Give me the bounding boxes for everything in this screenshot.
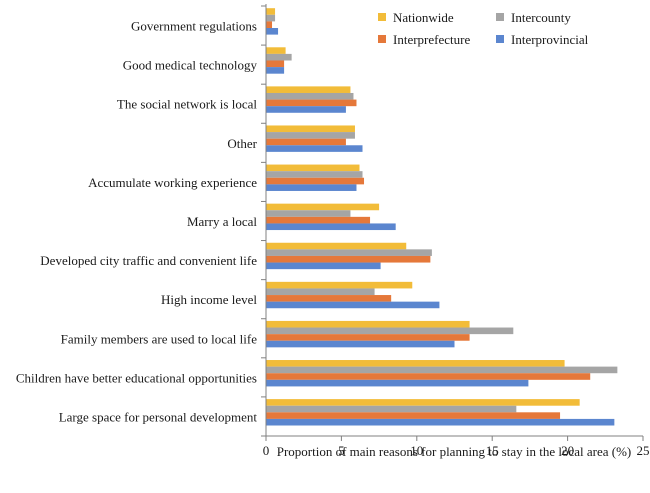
x-axis-title: Proportion of main reasons for planning … [277,444,632,459]
bar-interprovincial-6 [266,184,357,191]
bar-interprefecture-0 [266,412,561,419]
bar-intercounty-0 [266,405,517,413]
bar-interprovincial-3 [266,301,440,309]
legend-swatch-nationwide [378,13,386,21]
legend-swatch-intercounty [496,13,504,21]
bar-intercounty-6 [266,171,363,178]
x-tick-label: 15 [486,443,499,458]
bar-nationwide-2 [266,320,470,328]
bar-nationwide-8 [266,86,351,93]
bar-intercounty-7 [266,132,355,139]
category-label: Marry a local [187,214,257,229]
bar-intercounty-4 [266,249,432,256]
axes-layer: 0 5 10 15 20 25 [261,4,650,458]
category-label: Other [227,136,257,151]
x-tick-label: 0 [263,443,270,458]
bar-interprovincial-1 [266,379,529,387]
category-label: Government regulations [131,19,257,34]
bar-interprovincial-10 [266,28,279,35]
bar-interprovincial-8 [266,106,346,113]
bar-intercounty-8 [266,92,354,100]
bar-nationwide-1 [266,360,565,367]
bar-intercounty-9 [266,53,292,61]
bars-layer [266,8,618,426]
bar-interprefecture-5 [266,216,371,224]
bar-interprefecture-7 [266,138,346,146]
legend-label-nationwide: Nationwide [393,10,454,25]
bar-interprefecture-8 [266,99,357,107]
bar-nationwide-9 [266,47,286,54]
bar-nationwide-6 [266,164,360,172]
bar-nationwide-3 [266,281,413,289]
bar-interprefecture-9 [266,60,285,68]
bar-intercounty-1 [266,366,618,374]
bar-interprefecture-1 [266,373,591,380]
bar-nationwide-0 [266,399,580,406]
x-tick-label: 20 [561,443,574,458]
category-label: Developed city traffic and convenient li… [40,253,257,268]
bar-interprovincial-2 [266,340,455,348]
bar-interprefecture-4 [266,255,431,263]
x-tick-label: 5 [338,443,345,458]
legend-swatch-interprovincial [496,35,504,43]
bar-intercounty-2 [266,327,514,335]
category-label: The social network is local [117,97,257,112]
category-label: Accumulate working experience [88,175,257,190]
x-tick-label: 25 [637,443,650,458]
bar-intercounty-3 [266,288,375,296]
bar-interprefecture-6 [266,177,365,185]
legend-swatch-interprefecture [378,35,386,43]
bar-nationwide-4 [266,242,407,250]
bar-interprovincial-7 [266,145,363,152]
category-label: Family members are used to local life [61,331,258,346]
category-label: Good medical technology [123,58,258,73]
legend-label-intercounty: Intercounty [511,10,571,25]
category-label: Children have better educational opportu… [16,370,257,385]
bar-intercounty-5 [266,210,351,217]
bar-interprovincial-0 [266,418,615,426]
x-tick-label: 10 [410,443,423,458]
bar-nationwide-5 [266,203,380,211]
legend-label-interprovincial: Interprovincial [511,32,589,47]
bar-intercounty-10 [266,14,276,22]
category-label: High income level [161,292,257,307]
labels-layer: Large space for personal development Chil… [16,19,258,425]
category-label: Large space for personal development [59,409,258,424]
bar-nationwide-10 [266,8,276,15]
bar-interprovincial-9 [266,67,285,74]
legend: Nationwide Intercounty Interprefecture Inte… [378,10,589,47]
bar-interprovincial-5 [266,223,396,231]
bar-interprefecture-3 [266,295,392,302]
bar-nationwide-7 [266,125,355,133]
legend-label-interprefecture: Interprefecture [393,32,470,47]
bar-interprovincial-4 [266,262,381,270]
bar-interprefecture-10 [266,21,273,28]
bar-interprefecture-2 [266,334,470,341]
